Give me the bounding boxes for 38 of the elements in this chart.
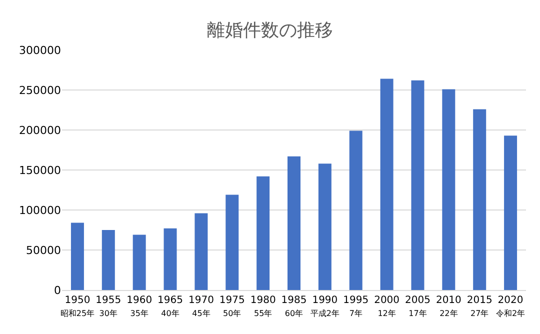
x-tick-label: 1965 40年	[158, 295, 183, 318]
x-tick-label: 1975 50年	[219, 295, 245, 318]
bar	[132, 234, 146, 290]
bar	[70, 222, 84, 290]
x-tick-label: 1980 55年	[250, 295, 276, 318]
x-tick-label: 1985 60年	[281, 295, 307, 318]
chart-title: 離婚件数の推移	[207, 20, 333, 41]
x-tick-label: 1970 45年	[188, 295, 214, 318]
y-tick-label: 100000	[19, 204, 61, 217]
x-tick-label: 2010 22年	[436, 295, 462, 318]
x-tick-label: 2005 17年	[405, 295, 430, 318]
x-tick-label: 1990 平成2年	[310, 295, 340, 318]
x-tick-label: 1950 昭和25年	[60, 295, 95, 318]
x-tick-label: 2020 令和2年	[496, 295, 526, 318]
bar	[226, 194, 239, 290]
bar	[164, 228, 177, 290]
y-tick-label: 200000	[19, 124, 61, 137]
x-tick-label: 2000 12年	[374, 295, 400, 318]
bar	[256, 176, 270, 290]
bar	[102, 230, 115, 290]
y-tick-label: 150000	[19, 164, 61, 177]
bar	[288, 156, 300, 290]
y-tick-label: 250000	[19, 84, 61, 97]
x-tick-label: 2015 27年	[466, 295, 492, 318]
y-tick-label: 300000	[19, 44, 61, 57]
bar	[473, 109, 486, 290]
bar	[442, 89, 456, 290]
x-tick-label: 1995 7年	[343, 295, 369, 318]
bar	[349, 130, 362, 290]
bar	[194, 213, 208, 290]
bar	[318, 164, 332, 290]
bar	[411, 80, 424, 290]
bar	[380, 78, 394, 290]
y-tick-label: 50000	[26, 244, 61, 257]
x-tick-label: 1960 35年	[126, 295, 152, 318]
x-tick-label: 1955 30年	[96, 295, 122, 318]
y-tick-label: 0	[54, 284, 61, 297]
bar	[504, 136, 518, 290]
